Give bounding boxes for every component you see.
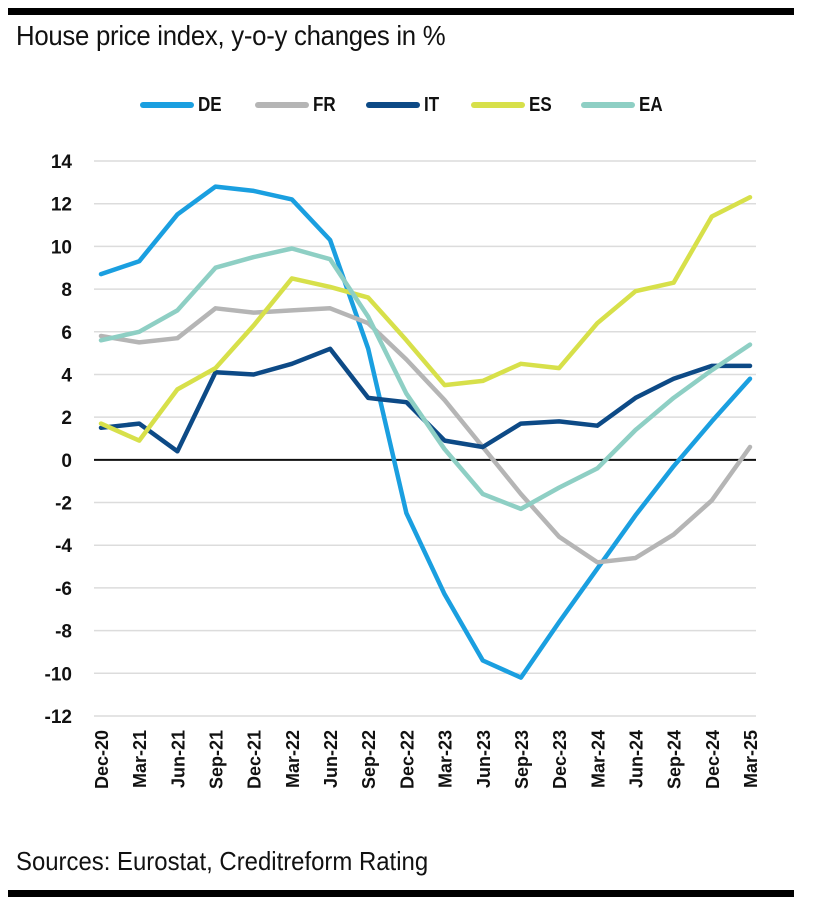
legend-swatch-es xyxy=(471,102,525,108)
y-tick-label: 0 xyxy=(61,451,72,472)
x-tick-label: Sep-23 xyxy=(512,730,532,789)
source-note: Sources: Eurostat, Creditreform Rating xyxy=(16,846,429,876)
x-tick-label: Mar-21 xyxy=(130,730,150,788)
y-tick-label: 12 xyxy=(51,195,72,216)
y-tick-label: 10 xyxy=(51,237,72,258)
y-tick-label: -6 xyxy=(55,579,72,600)
x-tick-label: Dec-23 xyxy=(550,730,570,789)
legend-swatch-ea xyxy=(581,102,635,108)
legend: DE FR IT ES EA xyxy=(0,92,814,118)
y-tick-label: 2 xyxy=(61,408,72,429)
bottom-rule xyxy=(8,890,794,897)
legend-label-es: ES xyxy=(529,93,552,116)
x-tick-label: Dec-20 xyxy=(92,730,112,789)
x-tick-label: Mar-23 xyxy=(436,730,456,788)
gridlines xyxy=(94,160,756,717)
legend-label-ea: EA xyxy=(639,93,663,116)
x-tick-label: Jun-22 xyxy=(321,730,341,788)
legend-swatch-fr xyxy=(255,102,309,108)
series-line-fr xyxy=(98,306,753,565)
x-tick-label: Sep-21 xyxy=(207,730,227,789)
y-tick-label: -12 xyxy=(45,707,72,728)
x-tick-label: Mar-25 xyxy=(741,730,761,788)
y-tick-label: 8 xyxy=(61,280,72,301)
legend-label-de: DE xyxy=(198,93,222,116)
x-tick-label: Mar-22 xyxy=(283,730,303,788)
y-tick-label: 14 xyxy=(51,152,73,173)
series-line-es xyxy=(98,195,753,443)
series-line-ea xyxy=(98,246,753,512)
y-tick-label: -8 xyxy=(55,622,72,643)
series-line-de xyxy=(98,184,753,680)
x-tick-label: Jun-21 xyxy=(168,730,188,788)
x-tick-label: Sep-22 xyxy=(359,730,379,789)
y-tick-label: -2 xyxy=(55,494,72,515)
legend-label-it: IT xyxy=(424,93,440,116)
series-lines xyxy=(98,184,753,680)
y-tick-label: -10 xyxy=(45,664,72,685)
legend-item-fr: FR xyxy=(255,92,340,118)
y-axis-ticks: 14 12 10 8 6 4 2 0 -2 -4 -6 -8 -10 -12 xyxy=(45,152,73,728)
legend-item-it: IT xyxy=(366,92,442,118)
chart-title: House price index, y-o-y changes in % xyxy=(16,20,446,51)
x-tick-label: Dec-21 xyxy=(245,730,265,789)
y-tick-label: -4 xyxy=(55,536,72,557)
x-tick-label: Jun-23 xyxy=(474,730,494,788)
x-tick-label: Mar-24 xyxy=(588,730,608,788)
x-axis-ticks: Dec-20 Mar-21 Jun-21 Sep-21 Dec-21 Mar-22 Jun-… xyxy=(92,730,761,789)
y-tick-label: 4 xyxy=(61,365,72,386)
legend-swatch-it xyxy=(366,102,420,108)
y-tick-label: 6 xyxy=(61,323,72,344)
legend-item-es: ES xyxy=(471,92,556,118)
top-rule xyxy=(8,8,794,15)
x-tick-label: Dec-22 xyxy=(397,730,417,789)
x-tick-label: Jun-24 xyxy=(626,730,646,788)
x-tick-label: Dec-24 xyxy=(703,730,723,789)
legend-item-de: DE xyxy=(140,92,226,118)
legend-swatch-de xyxy=(140,102,194,108)
x-tick-label: Sep-24 xyxy=(665,730,685,789)
legend-label-fr: FR xyxy=(313,93,336,116)
legend-item-ea: EA xyxy=(581,92,667,118)
